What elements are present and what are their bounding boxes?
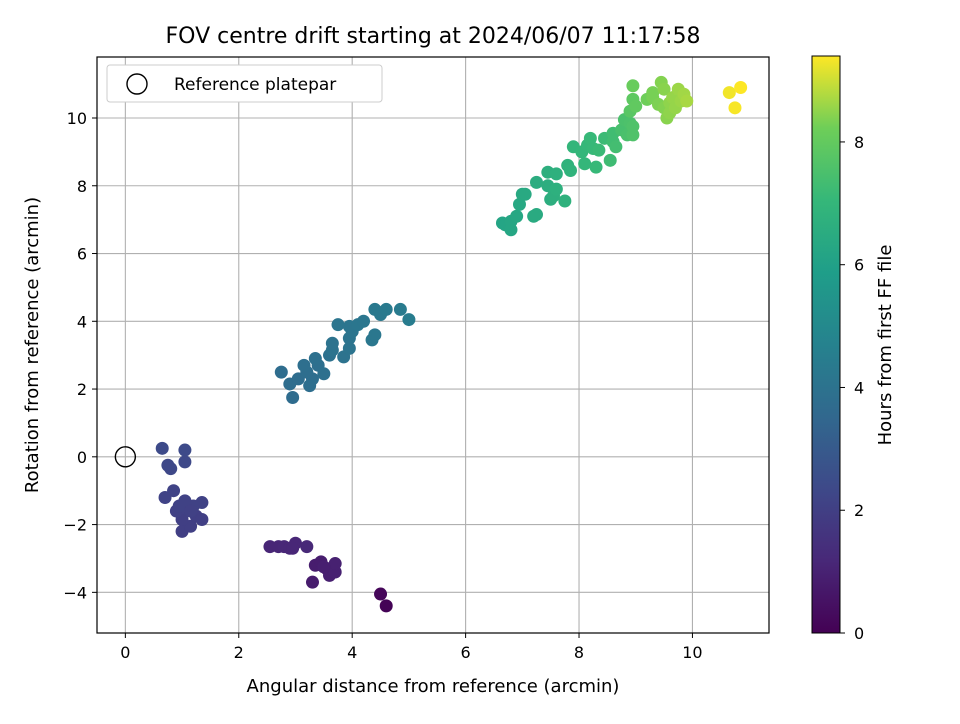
data-point: [368, 328, 382, 342]
data-point: [529, 208, 543, 222]
data-point: [286, 391, 300, 405]
data-point: [178, 443, 192, 457]
y-axis-ticks: −4 −2 0 2 4 6 8 10: [63, 109, 97, 602]
grid: [97, 57, 769, 633]
colorbar-tick-label: 2: [854, 501, 864, 520]
data-point: [297, 358, 311, 372]
colorbar-label: Hours from first FF file: [875, 245, 896, 446]
data-point: [300, 540, 314, 554]
x-axis-label: Angular distance from reference (arcmin): [247, 676, 620, 697]
data-point: [549, 167, 563, 181]
data-point: [626, 128, 640, 142]
data-point: [512, 197, 526, 211]
data-point: [657, 82, 671, 96]
x-tick-label: 0: [120, 643, 130, 662]
data-point: [728, 101, 742, 115]
data-point: [549, 182, 563, 196]
colorbar-tick-label: 8: [854, 133, 864, 152]
data-point: [379, 599, 393, 613]
colorbar: 0 2 4 6 8 Hours from first FF file: [811, 55, 896, 643]
data-point: [317, 560, 331, 574]
legend-box: [106, 64, 383, 103]
y-tick-label: 4: [77, 312, 87, 331]
data-point: [510, 209, 524, 223]
data-point: [722, 86, 736, 100]
data-point: [734, 80, 748, 94]
y-tick-label: −2: [63, 516, 87, 535]
x-tick-label: 4: [347, 643, 357, 662]
legend-marker-open-circle: [126, 73, 148, 95]
data-point: [583, 131, 597, 145]
data-point: [564, 164, 578, 178]
colorbar-tick-label: 4: [854, 378, 864, 397]
data-point: [518, 187, 532, 201]
x-tick-label: 2: [234, 643, 244, 662]
data-point: [592, 143, 606, 157]
y-tick-label: 10: [67, 109, 87, 128]
data-point: [155, 441, 169, 455]
y-tick-label: −4: [63, 583, 87, 602]
data-point: [184, 504, 198, 518]
legend-label-reference: Reference platepar: [174, 75, 336, 95]
data-point: [646, 86, 660, 100]
data-point: [603, 153, 617, 167]
data-point: [195, 496, 209, 510]
data-point: [331, 318, 345, 332]
data-point: [286, 541, 300, 555]
data-point: [305, 575, 319, 589]
axes: [96, 56, 770, 634]
colorbar-tick-label: 0: [854, 624, 864, 643]
data-point: [393, 302, 407, 316]
data-point: [680, 94, 694, 108]
data-point: [589, 160, 603, 174]
reference-platepar-marker: [114, 446, 137, 468]
colorbar-gradient: [811, 55, 841, 634]
x-tick-label: 8: [574, 643, 584, 662]
y-tick-label: 2: [77, 380, 87, 399]
x-tick-label: 6: [461, 643, 471, 662]
y-axis-label: Rotation from reference (arcmin): [22, 197, 43, 493]
data-point: [167, 484, 181, 498]
legend: Reference platepar: [106, 64, 383, 103]
data-point: [178, 455, 192, 469]
data-point: [357, 314, 371, 328]
data-point: [558, 194, 572, 208]
data-point: [328, 557, 342, 571]
plot-frame: [96, 56, 770, 634]
data-point: [626, 79, 640, 93]
data-point: [325, 336, 339, 350]
data-point: [164, 462, 178, 476]
data-point: [342, 341, 356, 355]
data-point: [529, 175, 543, 189]
colorbar-tick-label: 6: [854, 256, 864, 275]
data-point: [609, 140, 623, 154]
data-point: [402, 313, 416, 327]
data-point: [317, 367, 331, 381]
x-tick-label: 10: [682, 643, 702, 662]
y-tick-label: 8: [77, 177, 87, 196]
x-axis-ticks: 0 2 4 6 8 10: [120, 633, 703, 662]
data-point: [178, 494, 192, 508]
colorbar-ticks: 0 2 4 6 8: [840, 133, 864, 643]
data-point: [308, 352, 322, 366]
y-tick-label: 0: [77, 448, 87, 467]
data-points: [114, 75, 748, 613]
data-point: [629, 99, 643, 113]
data-point: [195, 512, 209, 526]
data-point: [379, 302, 393, 316]
data-point: [578, 157, 592, 171]
chart-title: FOV centre drift starting at 2024/06/07 …: [166, 24, 701, 49]
data-point: [274, 365, 288, 379]
y-tick-label: 6: [77, 245, 87, 264]
data-point: [374, 587, 388, 601]
